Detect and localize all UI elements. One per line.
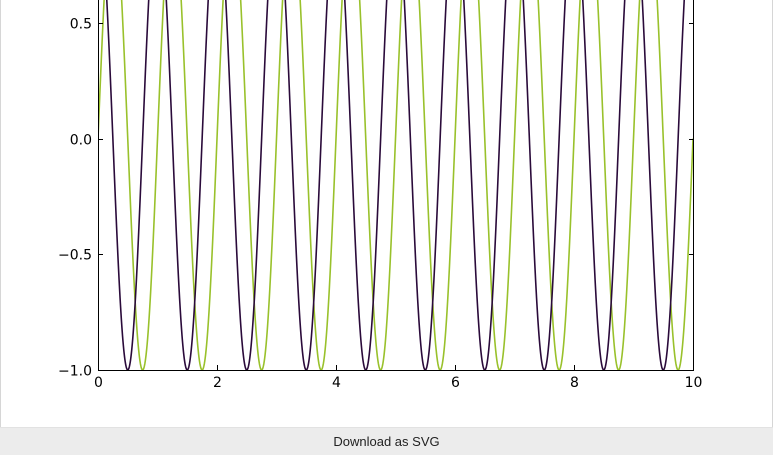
axes-layer: [98, 0, 694, 371]
download-svg-button[interactable]: Download as SVG: [0, 428, 773, 455]
x-tick-label: 0: [94, 375, 103, 391]
footer-bar: Download as SVG: [0, 427, 773, 455]
x-tick-label: 6: [451, 375, 460, 391]
series-line-1: [105, 0, 686, 370]
y-tick-label: 0.5: [70, 17, 92, 33]
x-tick-label: 10: [685, 375, 703, 391]
y-tick-label: 0.0: [70, 133, 92, 149]
line-chart: 0 2 4 6 8 10 −1.0 −0.5 0.0 0.5: [58, 0, 702, 392]
x-tick-label: 8: [570, 375, 579, 391]
ticks-layer: 0 2 4 6 8 10 −1.0 −0.5 0.0 0.5: [58, 17, 702, 392]
y-tick-label: −1.0: [58, 364, 92, 380]
chart-panel: 0 2 4 6 8 10 −1.0 −0.5 0.0 0.5: [0, 0, 773, 427]
y-tick-label: −0.5: [58, 248, 92, 264]
series-line-2: [98, 0, 693, 370]
x-tick-label: 2: [213, 375, 222, 391]
series-layer: [98, 0, 693, 370]
x-tick-label: 4: [332, 375, 341, 391]
